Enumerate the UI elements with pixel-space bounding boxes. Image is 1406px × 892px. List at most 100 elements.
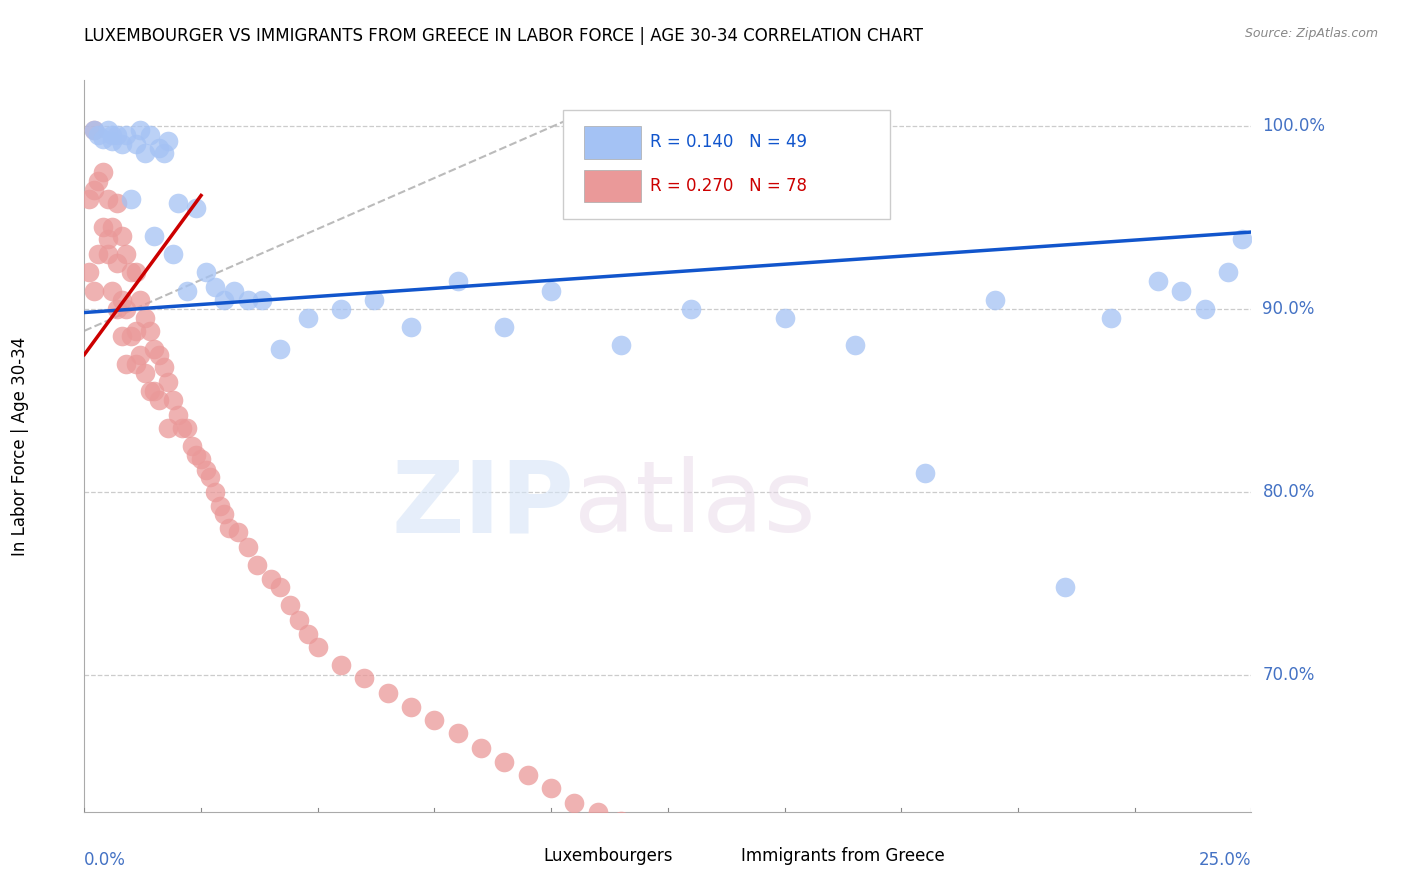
Point (111, 329, 134, 343)
Point (105, 128, 128, 142)
Point (1170, 284, 1192, 298)
Point (269, 580, 291, 594)
Point (97, 122, 120, 136)
Point (228, 524, 250, 539)
Point (194, 265, 217, 279)
Point (1194, 301, 1216, 316)
FancyBboxPatch shape (583, 170, 641, 202)
Point (129, 122, 152, 136)
Point (138, 324, 160, 338)
Point (162, 247, 184, 261)
Point (91, 219, 114, 234)
Point (269, 342, 291, 356)
Point (138, 128, 160, 142)
Text: R = 0.140   N = 49: R = 0.140 N = 49 (651, 134, 807, 152)
Point (115, 357, 138, 371)
Point (194, 463, 217, 477)
Point (152, 360, 174, 375)
Point (148, 347, 170, 362)
Point (120, 192, 142, 206)
Point (87, 128, 110, 142)
Point (134, 310, 156, 325)
Text: 100.0%: 100.0% (1263, 117, 1326, 135)
Text: 0.0%: 0.0% (84, 851, 127, 869)
Point (983, 293, 1005, 307)
Point (204, 484, 226, 499)
Text: LUXEMBOURGER VS IMMIGRANTS FROM GREECE IN LABOR FORCE | AGE 30-34 CORRELATION CH: LUXEMBOURGER VS IMMIGRANTS FROM GREECE I… (84, 27, 924, 45)
Point (218, 521, 240, 535)
Point (447, 274, 470, 288)
Point (494, 320, 516, 334)
Point (540, 284, 562, 298)
Point (83, 122, 105, 136)
Point (423, 714, 446, 728)
Point (125, 357, 148, 371)
Point (97, 232, 120, 246)
Point (97, 247, 120, 261)
Point (115, 301, 138, 316)
Text: 70.0%: 70.0% (1263, 665, 1315, 683)
Point (1216, 265, 1239, 279)
Point (115, 247, 138, 261)
Point (87, 174, 110, 188)
Text: R = 0.270   N = 78: R = 0.270 N = 78 (651, 178, 807, 195)
Point (111, 293, 134, 307)
Text: Immigrants from Greece: Immigrants from Greece (741, 847, 945, 864)
Point (399, 320, 422, 334)
Point (236, 293, 259, 307)
Point (447, 726, 470, 740)
Point (353, 671, 375, 685)
Point (260, 573, 283, 587)
Point (399, 700, 422, 714)
Text: In Labor Force | Age 30-34: In Labor Force | Age 30-34 (11, 336, 30, 556)
FancyBboxPatch shape (502, 843, 536, 868)
Point (134, 146, 156, 161)
FancyBboxPatch shape (583, 127, 641, 159)
Point (77, 192, 100, 206)
Point (1147, 274, 1170, 288)
Point (101, 134, 124, 148)
Point (214, 507, 236, 521)
Point (186, 448, 208, 462)
Point (148, 141, 170, 155)
Point (186, 201, 208, 215)
Point (97, 192, 120, 206)
Text: 90.0%: 90.0% (1263, 300, 1315, 318)
Point (540, 780, 562, 795)
Point (1230, 232, 1253, 246)
Point (363, 293, 385, 307)
Point (120, 265, 142, 279)
Point (190, 451, 212, 466)
Point (87, 247, 110, 261)
Point (773, 310, 796, 325)
Point (610, 338, 633, 352)
Point (297, 627, 319, 641)
Point (91, 132, 114, 146)
Point (610, 814, 633, 828)
Point (176, 420, 198, 434)
Point (222, 284, 245, 298)
Text: ZIP: ZIP (392, 456, 575, 553)
Point (681, 301, 703, 316)
Point (83, 183, 105, 197)
Text: Source: ZipAtlas.com: Source: ZipAtlas.com (1244, 27, 1378, 40)
Point (157, 375, 180, 389)
Point (1053, 580, 1076, 594)
Point (914, 467, 936, 481)
Point (105, 256, 128, 270)
Point (143, 342, 166, 356)
Point (101, 284, 124, 298)
Text: 25.0%: 25.0% (1199, 851, 1251, 869)
Text: Luxembourgers: Luxembourgers (543, 847, 672, 864)
Point (166, 195, 188, 210)
Point (288, 613, 311, 627)
Point (516, 768, 538, 782)
Point (377, 686, 399, 700)
Point (134, 366, 156, 380)
Point (157, 134, 180, 148)
Point (105, 195, 128, 210)
Point (214, 293, 236, 307)
Point (115, 128, 138, 142)
Point (844, 338, 866, 352)
Point (470, 740, 492, 755)
